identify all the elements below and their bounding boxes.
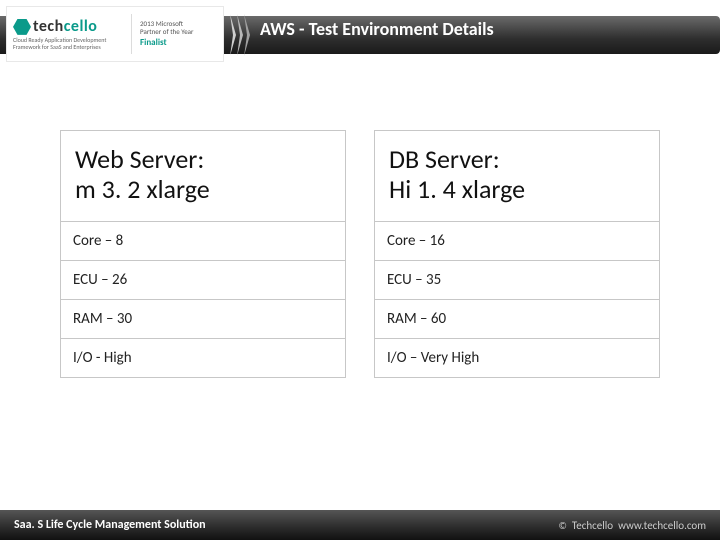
spec-row: ECU – 35	[375, 260, 659, 299]
content-area: Web Server: m 3. 2 xlarge Core – 8 ECU –…	[60, 130, 660, 378]
brand-text: techcello	[33, 17, 97, 36]
panel-heading: DB Server: Hi 1. 4 xlarge	[375, 131, 659, 221]
spec-row: RAM – 60	[375, 299, 659, 338]
brand-logo: techcello Cloud Ready Application Develo…	[13, 17, 123, 50]
panel-db-server: DB Server: Hi 1. 4 xlarge Core – 16 ECU …	[374, 130, 660, 378]
footer-right: © Techcello www.techcello.com	[558, 519, 706, 532]
spec-row: Core – 16	[375, 221, 659, 260]
hex-icon	[13, 19, 31, 35]
heading-line1: Web Server:	[75, 145, 331, 175]
partner-line-2: Partner of the Year	[140, 28, 193, 37]
footer-brand: Techcello	[572, 519, 613, 532]
partner-badge: 2013 Microsoft Partner of the Year Final…	[140, 20, 193, 49]
heading-line2: Hi 1. 4 xlarge	[389, 175, 645, 205]
title-chevrons	[230, 14, 260, 56]
brand-tagline: Cloud Ready Application Development Fram…	[13, 37, 123, 50]
spec-row: RAM – 30	[61, 299, 345, 338]
logo-box: techcello Cloud Ready Application Develo…	[6, 6, 224, 62]
heading-line1: DB Server:	[389, 145, 645, 175]
spec-row: Core – 8	[61, 221, 345, 260]
footer-left: Saa. S Life Cycle Management Solution	[14, 518, 206, 532]
footer-bar: Saa. S Life Cycle Management Solution © …	[0, 510, 720, 540]
panel-web-server: Web Server: m 3. 2 xlarge Core – 8 ECU –…	[60, 130, 346, 378]
logo-divider	[131, 14, 132, 54]
partner-finalist: Finalist	[140, 37, 193, 48]
brand-text-accent: cello	[64, 17, 98, 36]
panel-heading: Web Server: m 3. 2 xlarge	[61, 131, 345, 221]
spec-row: ECU – 26	[61, 260, 345, 299]
spec-row: I/O – Very High	[375, 338, 659, 377]
footer-url: www.techcello.com	[618, 519, 706, 532]
slide: AWS - Test Environment Details techcello…	[0, 0, 720, 540]
copyright-icon: ©	[558, 519, 566, 532]
page-title: AWS - Test Environment Details	[260, 18, 494, 40]
heading-line2: m 3. 2 xlarge	[75, 175, 331, 205]
brand-text-pre: tech	[33, 17, 64, 36]
spec-row: I/O - High	[61, 338, 345, 377]
